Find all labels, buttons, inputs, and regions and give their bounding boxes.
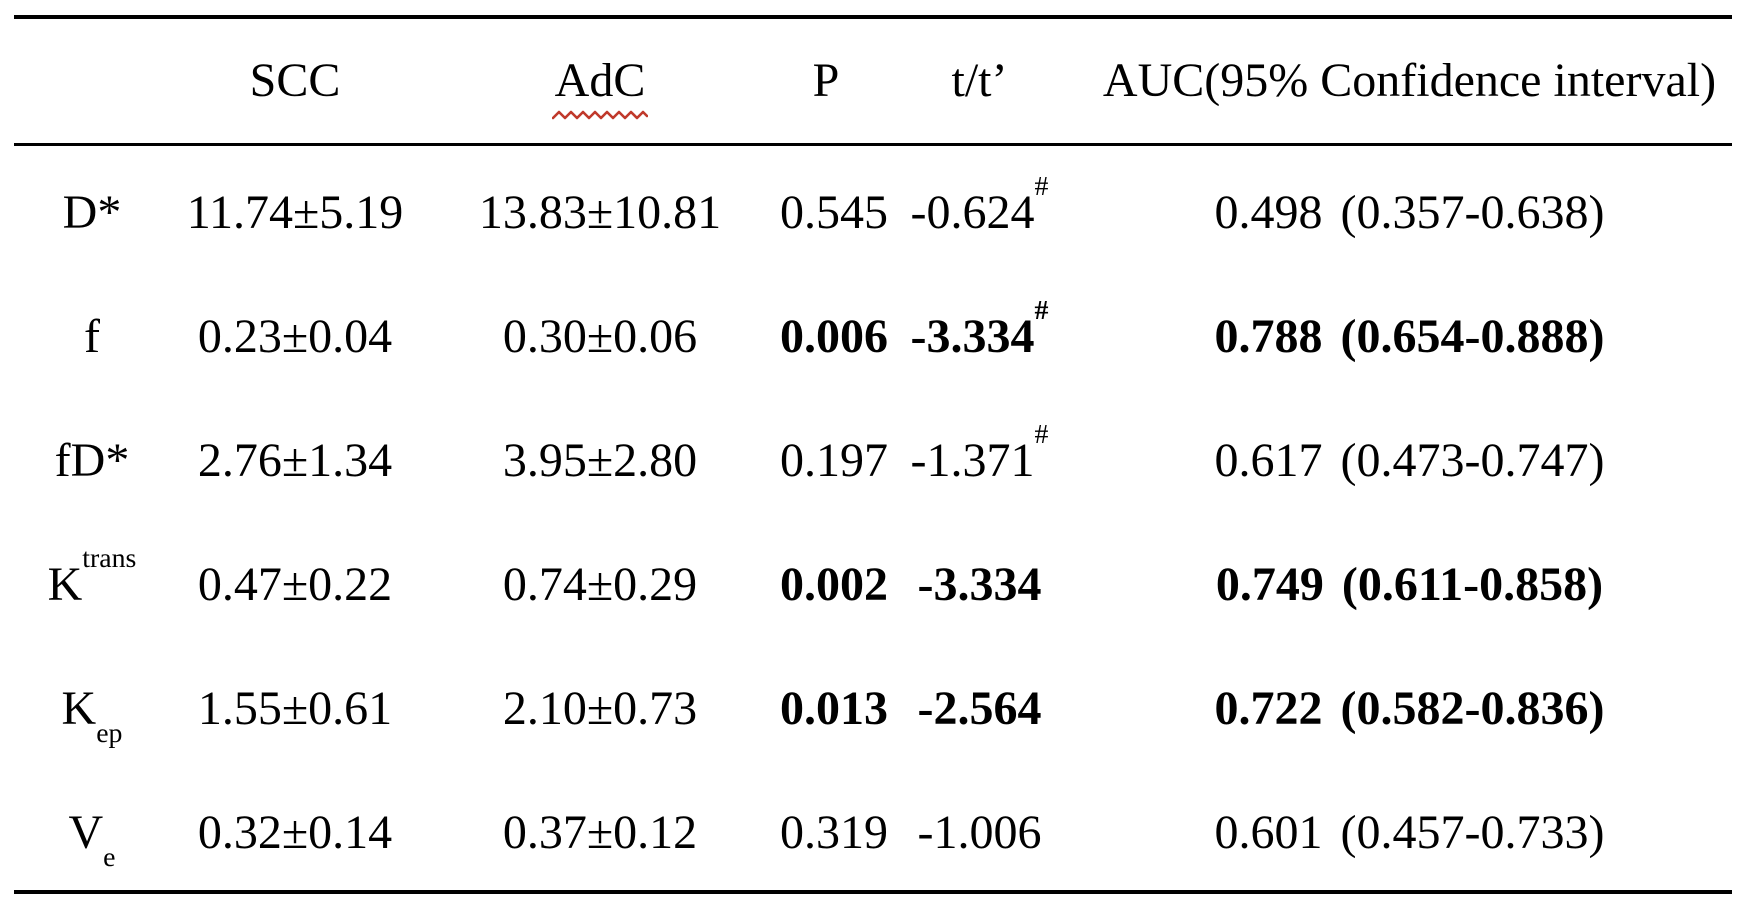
t-value: -1.371#: [910, 419, 1049, 487]
auc-value: 0.788 (0.654-0.888): [1214, 309, 1605, 363]
p-value: 0.319: [780, 805, 888, 859]
header-adc: AdC: [420, 53, 780, 120]
scc-value: 1.55±0.61: [197, 681, 393, 735]
table-row: fD* 2.76±1.34 3.95±2.80 0.197 -1.371# 0.…: [14, 394, 1732, 518]
p-value: 0.002: [780, 557, 888, 611]
auc-value: 0.749 (0.611-0.858): [1215, 557, 1604, 611]
t-value: -1.006: [917, 805, 1042, 859]
p-value: 0.013: [780, 681, 888, 735]
scc-value: 0.47±0.22: [197, 557, 393, 611]
statistics-table: SCC AdC P t/t’ AUC(95% Confidence interv…: [14, 15, 1732, 894]
row-label: Ktrans: [47, 543, 137, 611]
header-scc: SCC: [249, 53, 341, 107]
adc-value: 0.74±0.29: [502, 557, 698, 611]
table-row: Ktrans 0.47±0.22 0.74±0.29 0.002 -3.334 …: [14, 518, 1732, 642]
t-value: -0.624#: [910, 171, 1049, 239]
table-row: f 0.23±0.04 0.30±0.06 0.006 -3.334# 0.78…: [14, 270, 1732, 394]
table-row: Ve 0.32±0.14 0.37±0.12 0.319 -1.006 0.60…: [14, 766, 1732, 890]
header-t: t/t’: [951, 53, 1008, 107]
t-value: -3.334: [917, 557, 1042, 611]
row-label: D*: [62, 185, 122, 239]
auc-value: 0.498 (0.357-0.638): [1214, 185, 1605, 239]
row-label: f: [84, 309, 100, 363]
table-row: D* 11.74±5.19 13.83±10.81 0.545 -0.624# …: [14, 146, 1732, 270]
row-label: fD*: [54, 433, 130, 487]
adc-value: 3.95±2.80: [502, 433, 698, 487]
header-auc: AUC(95% Confidence interval): [1102, 53, 1717, 107]
p-value: 0.545: [780, 185, 888, 239]
p-value: 0.006: [780, 309, 888, 363]
adc-value: 13.83±10.81: [478, 185, 722, 239]
row-label: Kep: [61, 681, 123, 749]
header-p: P: [812, 53, 840, 107]
adc-value: 2.10±0.73: [502, 681, 698, 735]
scc-value: 0.23±0.04: [197, 309, 393, 363]
t-value: -2.564: [917, 681, 1042, 735]
spellcheck-squiggle-icon: [551, 111, 648, 120]
adc-value: 0.37±0.12: [502, 805, 698, 859]
header-adc-label: AdC: [554, 53, 646, 107]
table-header-row: SCC AdC P t/t’ AUC(95% Confidence interv…: [14, 19, 1732, 146]
scc-value: 0.32±0.14: [197, 805, 393, 859]
auc-value: 0.617 (0.473-0.747): [1214, 433, 1605, 487]
auc-value: 0.722 (0.582-0.836): [1214, 681, 1605, 735]
adc-value: 0.30±0.06: [502, 309, 698, 363]
auc-value: 0.601 (0.457-0.733): [1214, 805, 1605, 859]
row-label: Ve: [68, 805, 116, 873]
scc-value: 2.76±1.34: [197, 433, 393, 487]
p-value: 0.197: [780, 433, 888, 487]
t-value: -3.334#: [910, 295, 1049, 363]
scc-value: 11.74±5.19: [186, 185, 404, 239]
table-row: Kep 1.55±0.61 2.10±0.73 0.013 -2.564 0.7…: [14, 642, 1732, 766]
